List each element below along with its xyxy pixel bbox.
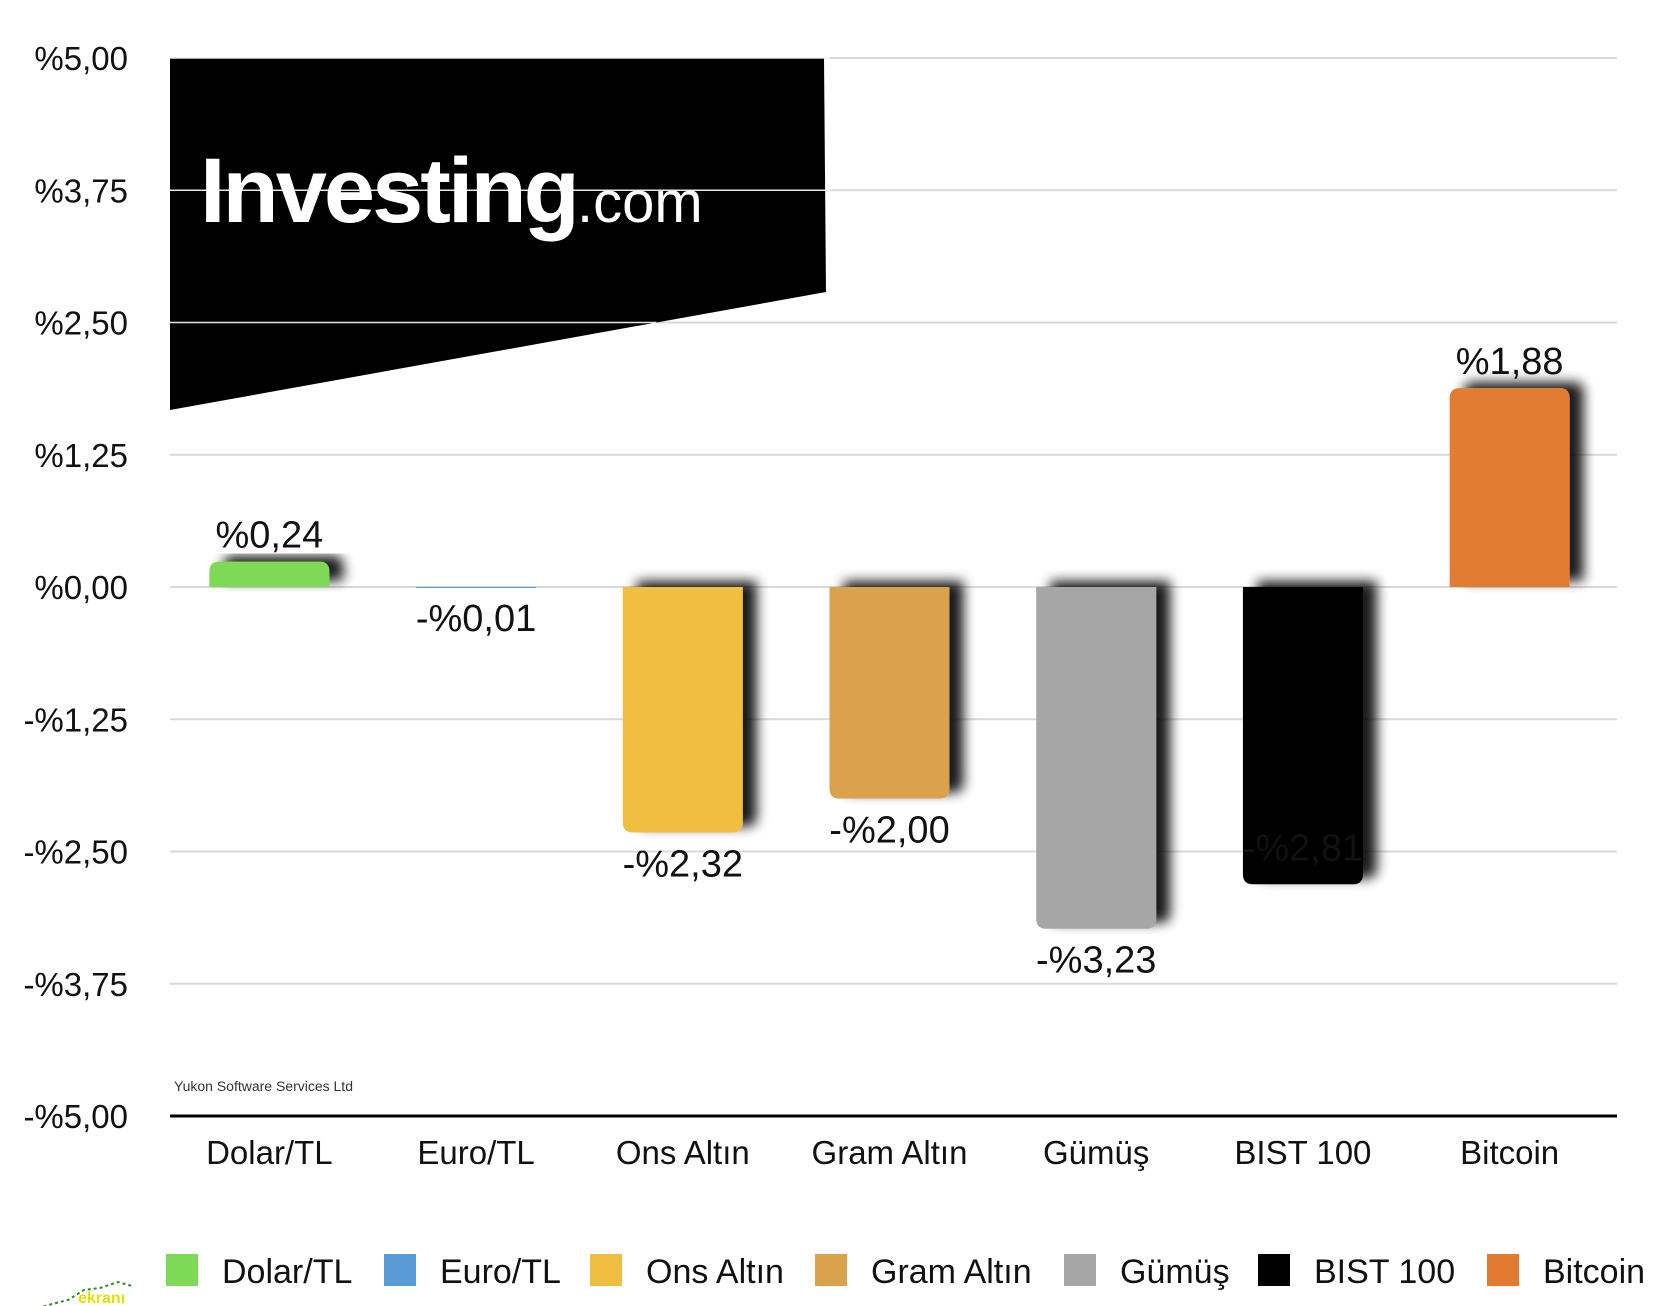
data-labels: %0,24 -%0,01 -%2,32 -%2,00 -%3,23 -%2,81 %1,88 <box>215 341 1563 982</box>
bar-dolar-tl <box>209 561 330 587</box>
x-category-label: Gram Altın <box>812 1134 968 1171</box>
data-label: -%0,01 <box>416 598 536 640</box>
x-category-label: Euro/TL <box>417 1134 534 1171</box>
data-label: -%2,00 <box>829 810 949 852</box>
y-tick-label: -%1,25 <box>23 701 128 738</box>
data-label: -%3,23 <box>1036 940 1156 982</box>
y-tick-label: %5,00 <box>34 40 128 77</box>
bar-euro-tl <box>416 587 537 589</box>
watermark-logo: ekranı <box>41 1280 133 1306</box>
bar-gram-alt-n <box>829 587 950 799</box>
x-category-label: BIST 100 <box>1234 1134 1371 1171</box>
legend-label: Bitcoin <box>1543 1253 1645 1291</box>
y-tick-label: -%5,00 <box>23 1098 128 1135</box>
y-tick-label: %1,25 <box>34 437 128 474</box>
legend-swatch <box>166 1254 198 1286</box>
bar-ons-alt-n <box>622 587 743 833</box>
legend-swatch <box>1487 1254 1519 1286</box>
legend-label: BIST 100 <box>1314 1253 1455 1291</box>
watermark-line-icon <box>41 1280 133 1306</box>
bar-g-m- <box>1036 587 1157 929</box>
legend-label: Gümüş <box>1120 1253 1230 1291</box>
investing-logo: Investing .com <box>170 58 826 410</box>
y-tick-label: -%3,75 <box>23 966 128 1003</box>
y-axis-ticks: %5,00 %3,75 %2,50 %1,25 %0,00 -%1,25 -%2,50 -%3… <box>23 40 128 1135</box>
y-tick-label: %0,00 <box>34 569 128 606</box>
bars <box>209 388 1570 929</box>
x-category-label: Ons Altın <box>616 1134 750 1171</box>
legend-label: Gram Altın <box>871 1253 1032 1291</box>
data-label: %0,24 <box>215 515 323 557</box>
data-label: %1,88 <box>1456 341 1564 383</box>
x-category-label: Bitcoin <box>1460 1134 1559 1171</box>
legend-swatch <box>1258 1254 1290 1286</box>
legend-swatch <box>1064 1254 1096 1286</box>
legend-label: Euro/TL <box>440 1253 561 1291</box>
y-tick-label: -%2,50 <box>23 834 128 871</box>
legend-swatch <box>384 1254 416 1286</box>
y-tick-label: %3,75 <box>34 172 128 209</box>
logo-suffix: .com <box>577 170 703 235</box>
x-category-label: Dolar/TL <box>206 1134 333 1171</box>
legend-swatch <box>815 1254 847 1286</box>
legend-label: Ons Altın <box>646 1253 784 1291</box>
legend: Dolar/TL Euro/TL Ons Altın Gram Altın Gümüş B… <box>166 1253 1645 1291</box>
data-label: -%2,81 <box>1243 827 1363 869</box>
bar-bist-100 <box>1242 587 1363 885</box>
credit-text: Yukon Software Services Ltd <box>174 1078 353 1094</box>
gridlines-over-logo <box>170 57 830 324</box>
bar-bitcoin <box>1449 388 1570 587</box>
data-label: -%2,32 <box>623 843 743 885</box>
y-tick-label: %2,50 <box>34 305 128 342</box>
legend-label: Dolar/TL <box>222 1253 352 1291</box>
x-category-label: Gümüş <box>1043 1134 1149 1171</box>
legend-swatch <box>590 1254 622 1286</box>
watermark-text: ekranı <box>78 1290 125 1306</box>
x-axis-categories: Dolar/TL Euro/TL Ons Altın Gram Altın Gümüş B… <box>206 1134 1559 1171</box>
